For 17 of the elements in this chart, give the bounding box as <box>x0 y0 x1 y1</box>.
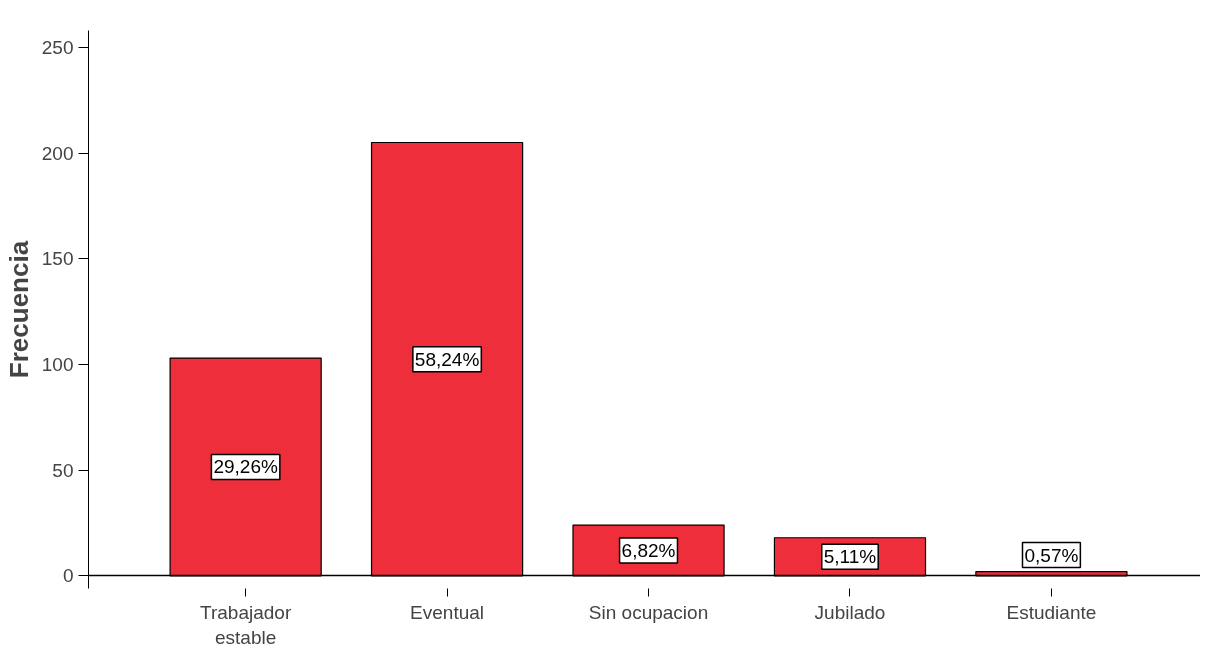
y-tick-label: 150 <box>41 248 74 270</box>
x-tick-label: Eventual <box>410 601 485 623</box>
annotation: 6,82% <box>621 539 676 561</box>
y-axis-title: Frecuencia <box>3 240 34 379</box>
y-tick-label: 100 <box>41 353 74 375</box>
x-tick-label: Trabajador estable <box>200 601 292 648</box>
y-tick-label: 200 <box>41 142 74 164</box>
y-tick-label: 0 <box>62 565 74 587</box>
x-tick-label: Sin ocupacion <box>588 601 709 623</box>
annotation: 0,57% <box>1024 544 1079 566</box>
annotation: 58,24% <box>414 348 480 370</box>
y-tick-label: 50 <box>52 459 74 481</box>
y-tick-label: 250 <box>41 36 74 58</box>
annotation: 29,26% <box>213 456 278 478</box>
x-tick-label: Jubilado <box>814 601 886 623</box>
x-tick-label: Estudiante <box>1006 601 1097 623</box>
annotation: 5,11% <box>823 546 877 568</box>
